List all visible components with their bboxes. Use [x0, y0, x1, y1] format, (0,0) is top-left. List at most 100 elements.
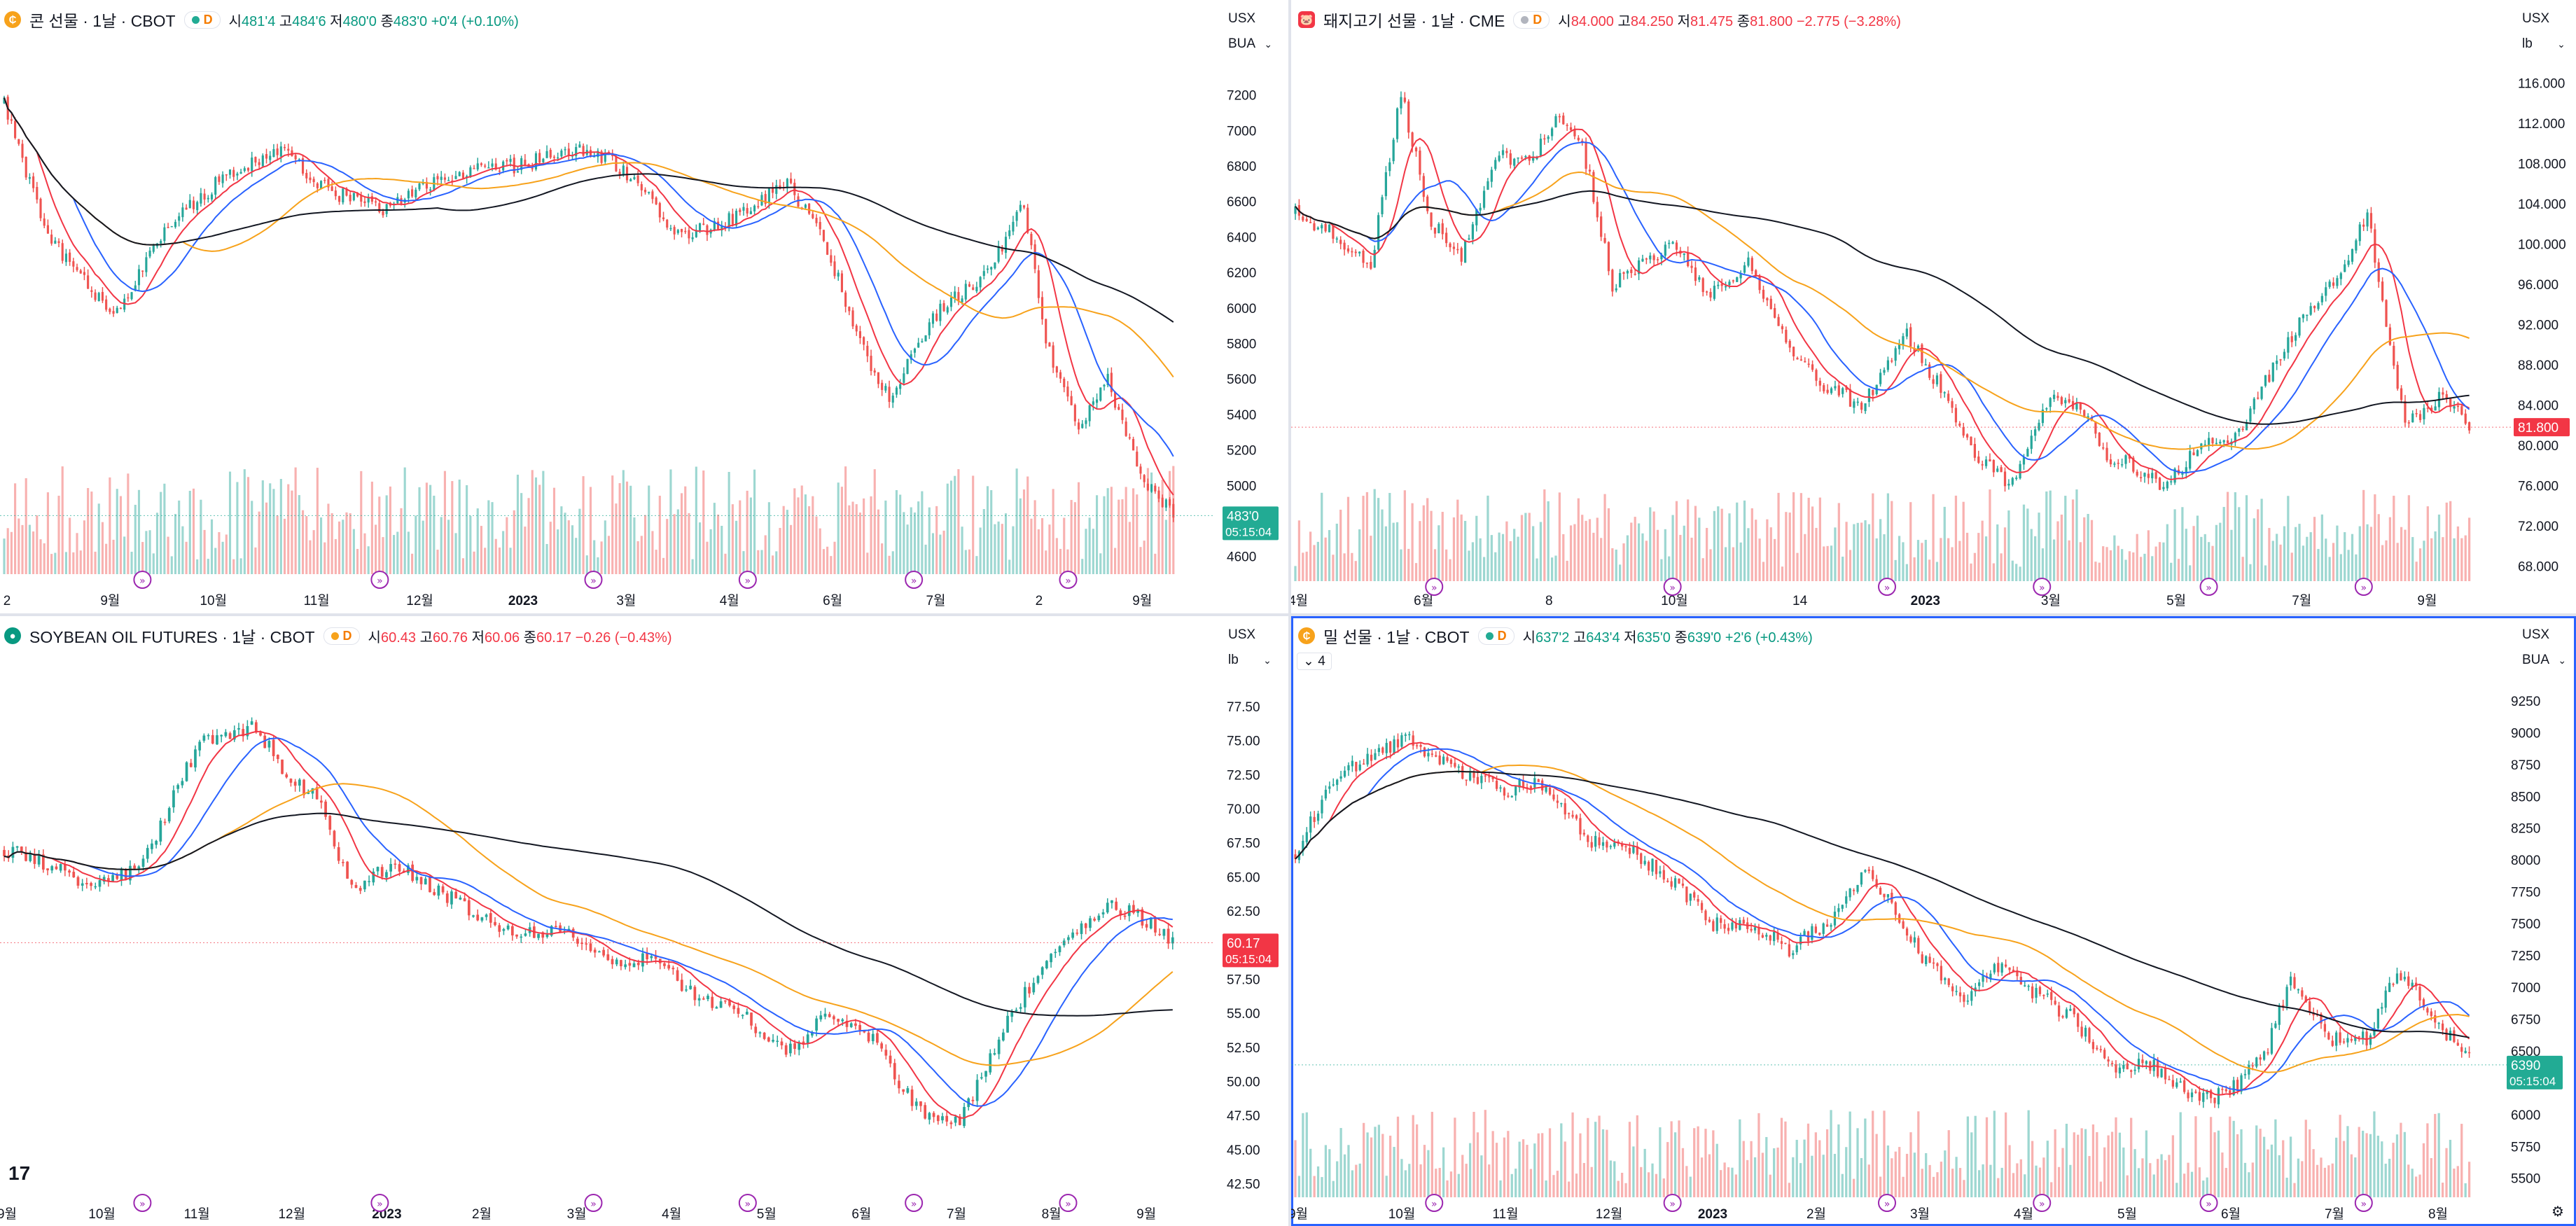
volume-bar [1085, 529, 1087, 574]
candle-body [2038, 422, 2040, 431]
interval-pill[interactable]: D [1513, 11, 1550, 29]
candle-body [1921, 344, 1923, 363]
settings-gear-icon[interactable]: ⚙ [2551, 1204, 2564, 1220]
chart-pane-hogs[interactable]: 116.000 112.000 108.000 104.000 100.000 96.00… [1291, 0, 2576, 613]
unit-selector[interactable]: lb ⌄ [1228, 653, 1272, 667]
y-tick-label: 96.000 [2518, 278, 2558, 293]
unit-selector[interactable]: BUA ⌄ [2522, 653, 2567, 667]
volume-bar [906, 524, 909, 574]
volume-bar [349, 513, 351, 574]
currency-selector[interactable]: USX [2522, 627, 2550, 642]
wheat-chart-svg[interactable]: 9250900087508500825080007750750072507000… [1291, 616, 2576, 1226]
candle-body [979, 277, 982, 288]
volume-bar [1620, 1173, 1624, 1197]
volume-bar [1592, 532, 1595, 581]
interval-pill[interactable]: D [1477, 627, 1515, 645]
candle-body [1833, 912, 1837, 926]
candle-body [1742, 919, 1745, 924]
event-marker-icon [584, 571, 603, 589]
hogs-chart-svg[interactable]: 116.000112.000108.000104.000100.00096.00… [1291, 0, 2576, 613]
volume-bar [338, 521, 341, 574]
volume-bar [2225, 1168, 2227, 1197]
candle-body [620, 960, 622, 967]
candle-body [651, 191, 654, 200]
y-tick-label: 4600 [1227, 550, 1256, 565]
volume-bar [964, 550, 967, 574]
candle-body [1385, 743, 1388, 753]
volume-bar [680, 493, 683, 574]
candle-body [1852, 890, 1856, 891]
candle-body [555, 926, 557, 928]
hogs-title[interactable]: 돼지고기 선물 · 1날 · CME [1323, 12, 1505, 30]
interval-pill[interactable]: D [323, 627, 360, 645]
candle-body [560, 151, 563, 157]
volume-bar [863, 498, 865, 574]
volume-bar [1347, 1145, 1350, 1197]
volume-bar [2453, 1169, 2456, 1197]
volume-bar [1545, 1180, 1547, 1197]
wheat-title[interactable]: 밀 선물 · 1날 · CBOT [1323, 628, 1470, 646]
volume-bar [1388, 493, 1391, 581]
candle-body [443, 177, 446, 180]
candle-body [1655, 860, 1658, 875]
candle-body [2057, 1005, 2061, 1017]
candle-body [2042, 995, 2045, 996]
volume-bar [1656, 529, 1659, 581]
candle-body [11, 847, 15, 858]
volume-bar [2385, 540, 2388, 581]
candle-body [884, 1050, 888, 1056]
candle-body [437, 885, 440, 896]
candle-body [1766, 298, 1769, 300]
volume-bar [39, 539, 42, 574]
volume-bar [1358, 1163, 1361, 1197]
currency-selector[interactable]: USX [1228, 627, 1256, 642]
candle-body [1302, 840, 1304, 852]
candle-body [524, 160, 527, 166]
candle-body [1837, 385, 1840, 396]
currency-selector[interactable]: USX [1228, 11, 1256, 26]
chart-pane-corn[interactable]: 7200 7000 6800 6600 6400 6200 6000 5800 5600 5400… [0, 0, 1288, 613]
chart-pane-soyoil[interactable]: 77.5075.0072.5070.0067.5065.0062.5060.00… [0, 616, 1288, 1226]
corn-title[interactable]: 콘 선물 · 1날 · CBOT [29, 12, 176, 30]
candle-body [440, 176, 443, 181]
candle-body [2007, 483, 2010, 486]
pane-divider-vertical[interactable] [1288, 0, 1291, 1226]
candle-body [1755, 270, 1757, 277]
candle-body [1624, 846, 1627, 848]
unit-selector[interactable]: lb ⌄ [2522, 36, 2565, 51]
candle-body [1598, 837, 1601, 846]
soyoil-title[interactable]: SOYBEAN OIL FUTURES · 1날 · CBOT [29, 628, 315, 646]
soyoil-chart-svg[interactable]: 77.5075.0072.5070.0067.5065.0062.5060.00… [0, 616, 1288, 1226]
candle-body [1499, 787, 1502, 789]
chart-pane-wheat[interactable]: 9250 9000 8750 8500 8250 8000 7750 7500 7250 7000… [1291, 616, 2576, 1226]
volume-bar [1001, 524, 1003, 574]
candle-body [1524, 156, 1527, 158]
candle-body [1902, 921, 1905, 928]
candle-body [742, 207, 745, 211]
volume-bar [931, 533, 935, 574]
candle-body [1659, 871, 1662, 874]
interval-pill[interactable]: D [183, 11, 221, 29]
candle-body [450, 891, 453, 905]
candle-body [1460, 248, 1463, 262]
volume-bar [2236, 1134, 2239, 1197]
volume-bar [1693, 1128, 1696, 1197]
candle-body [1510, 795, 1513, 797]
volume-bar [833, 541, 836, 574]
candle-body [1739, 274, 1742, 279]
corn-chart-svg[interactable]: 7200700068006600640062006000580056005400… [0, 0, 1288, 613]
volume-bar [2331, 1163, 2334, 1197]
indicator-collapse-button[interactable]: ⌄ 4 [1297, 653, 1332, 670]
candle-body [889, 1055, 892, 1064]
candle-body [615, 959, 618, 965]
candle-body [424, 878, 427, 885]
candle-body [1533, 778, 1536, 788]
volume-bar [109, 477, 111, 574]
tradingview-logo-icon[interactable]: 17 [8, 1162, 31, 1184]
candle-body [491, 163, 494, 167]
unit-selector[interactable]: BUA ⌄ [1228, 36, 1273, 51]
volume-bar [1515, 1169, 1517, 1197]
pane-divider-horizontal[interactable] [0, 613, 2576, 616]
candle-body [2136, 471, 2138, 476]
currency-selector[interactable]: USX [2522, 11, 2550, 26]
